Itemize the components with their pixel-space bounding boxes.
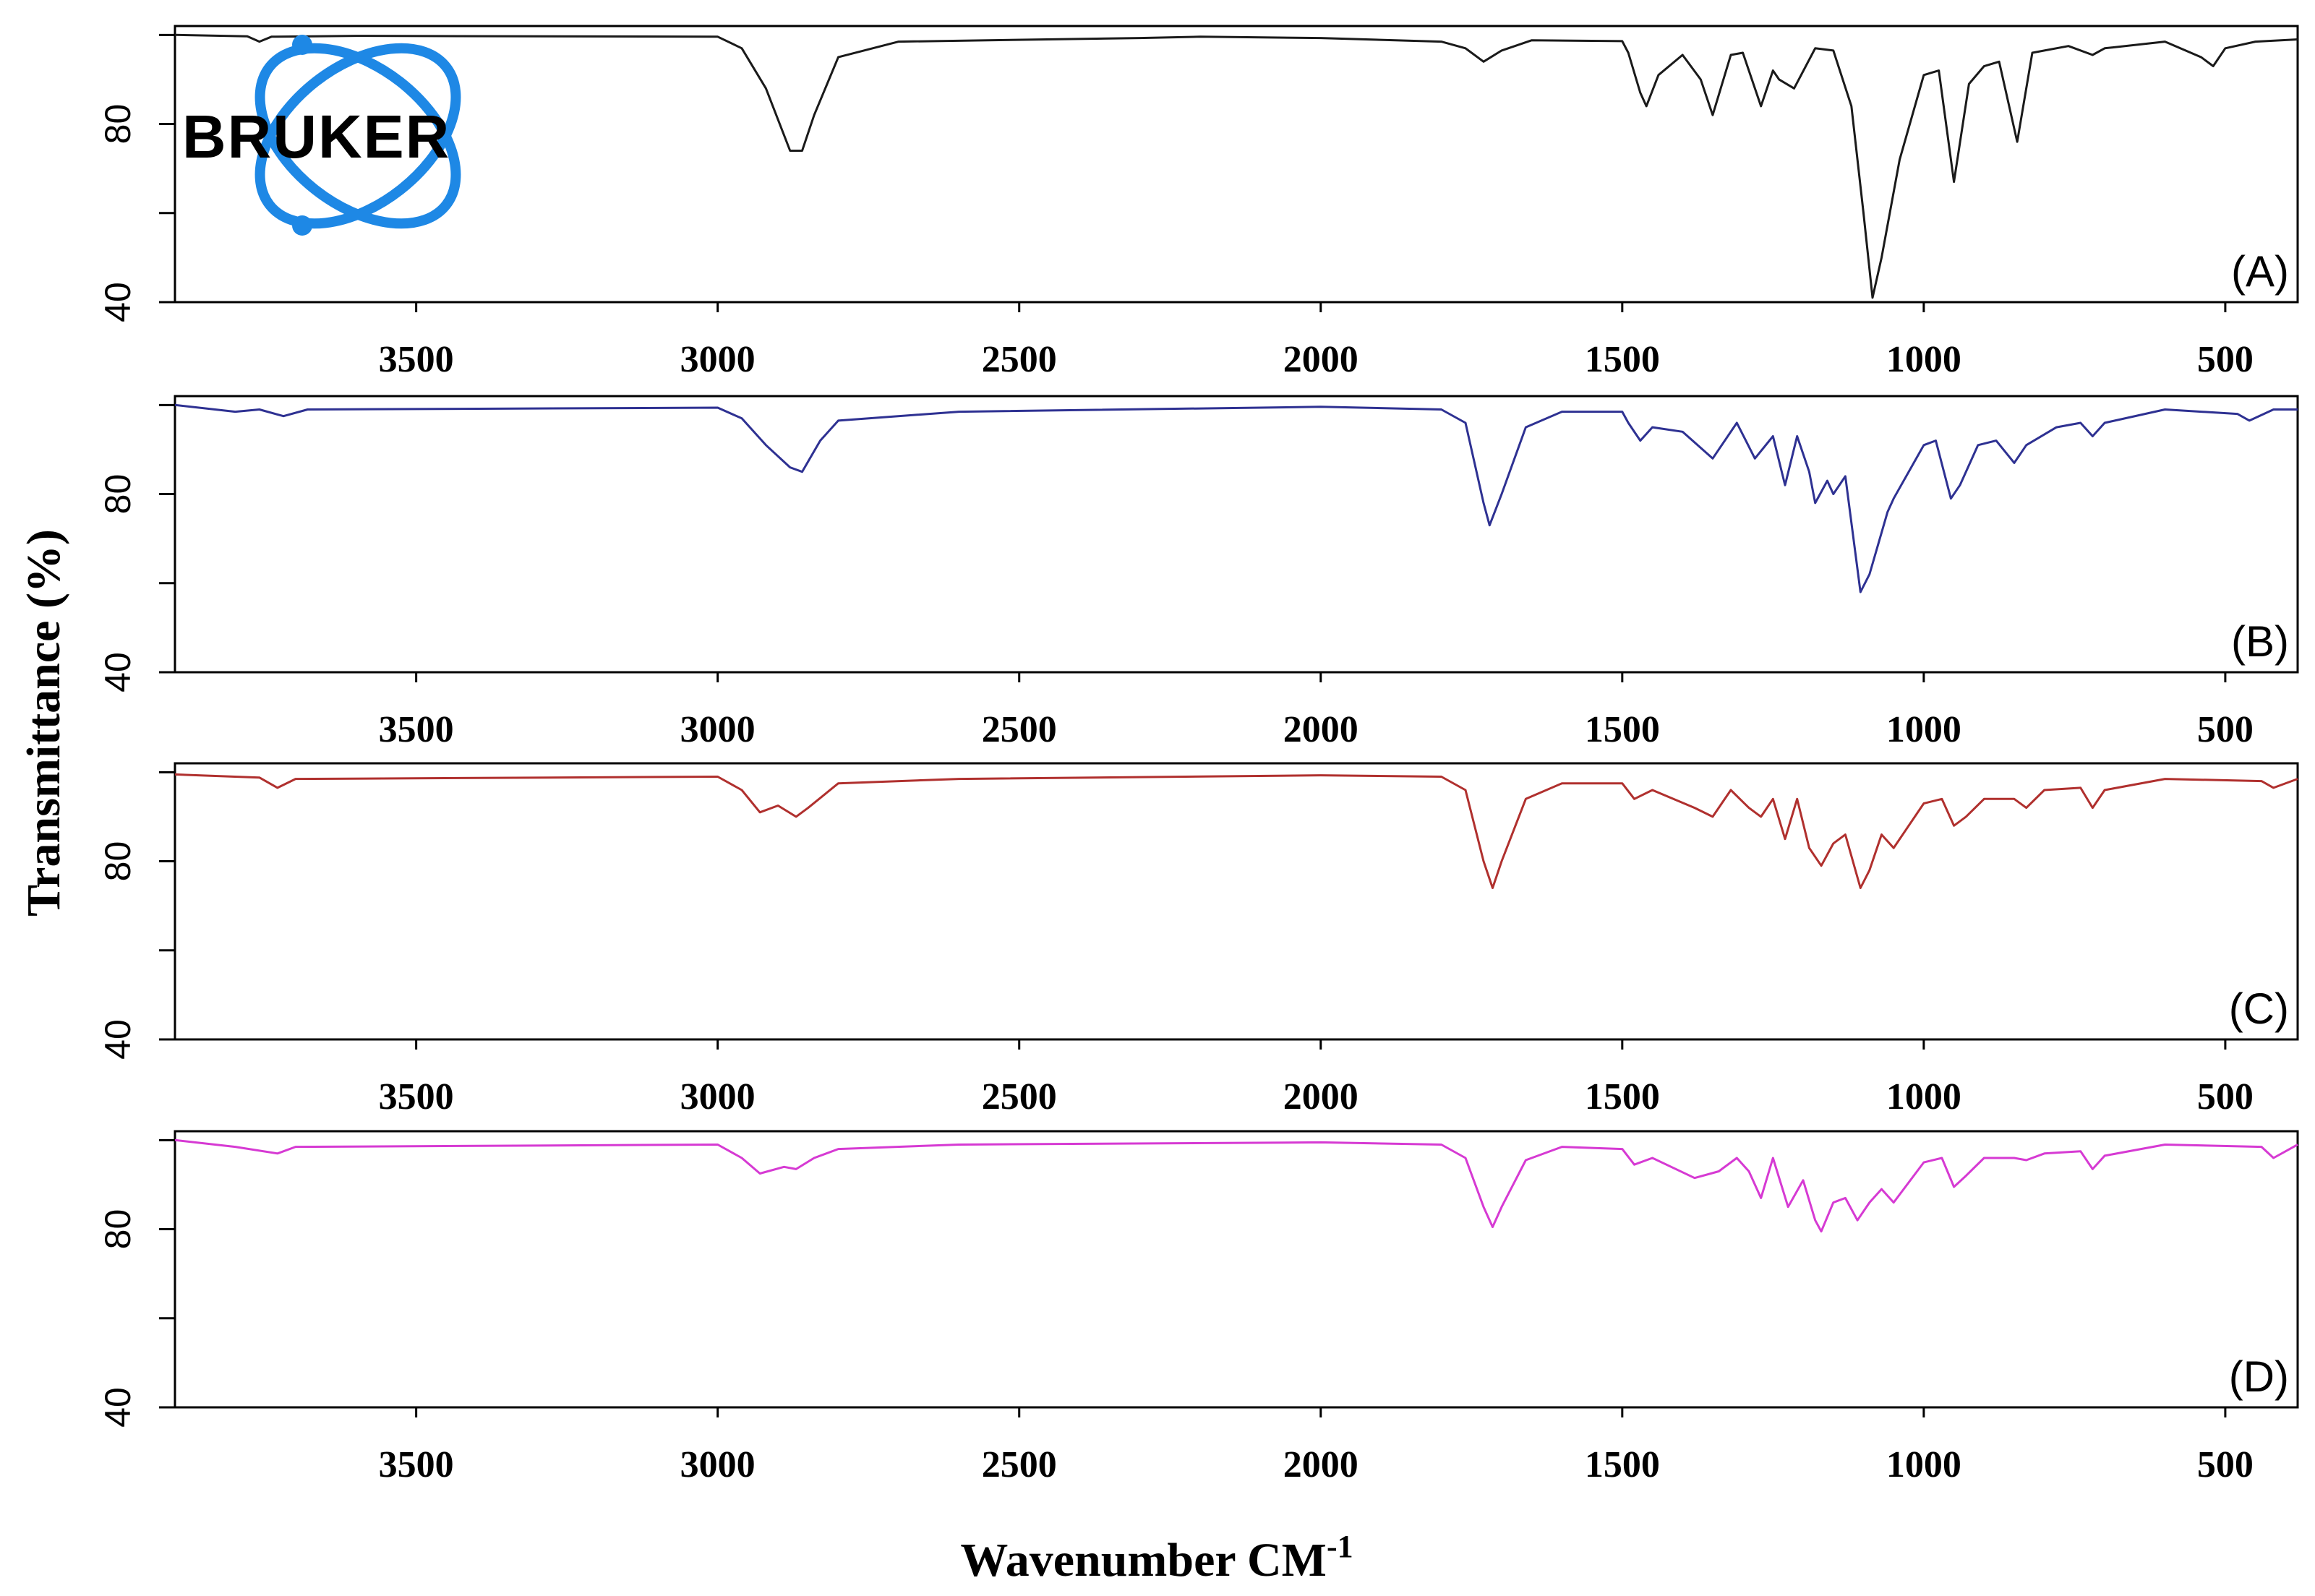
spectrum-line xyxy=(174,403,2298,593)
x-tick-label: 3500 xyxy=(379,339,454,380)
panel-label: (B) xyxy=(2231,617,2289,666)
x-tick-label: 3000 xyxy=(680,1076,756,1117)
x-tick-label: 1500 xyxy=(1585,709,1660,750)
x-tick-label: 500 xyxy=(2197,339,2254,380)
x-tick-label: 2500 xyxy=(982,1444,1057,1485)
y-tick-label: 80 xyxy=(98,1209,138,1250)
spectrum-panel: 40 80 3500 3000 2500 2000 1500 1000 500 (C) xyxy=(98,762,2299,1117)
spectrum-panel: 40 80 3500 3000 2500 2000 1500 1000 500 (B) xyxy=(98,395,2299,750)
panel-frame xyxy=(174,25,2299,304)
x-tick-label: 3000 xyxy=(680,339,756,380)
panel-label: (D) xyxy=(2229,1352,2289,1401)
y-tick-label: 80 xyxy=(98,841,138,882)
x-tick-label: 3000 xyxy=(680,1444,756,1485)
x-tick-label: 2000 xyxy=(1283,709,1358,750)
panel-label: (C) xyxy=(2229,984,2289,1033)
panel-frame xyxy=(174,762,2299,1041)
y-tick-label: 40 xyxy=(98,1019,138,1060)
x-tick-label: 2500 xyxy=(982,709,1057,750)
logo-dot-bottom xyxy=(292,215,312,236)
logo-orbit-right xyxy=(254,43,461,229)
spectrum-line xyxy=(174,773,2298,889)
x-tick-label: 1500 xyxy=(1585,1076,1660,1117)
bruker-logo: BRUKER xyxy=(182,35,461,236)
x-tick-label: 2000 xyxy=(1283,1444,1358,1485)
x-tick-label: 1500 xyxy=(1585,1444,1660,1485)
x-tick-label: 1000 xyxy=(1886,1076,1961,1117)
y-tick-label: 40 xyxy=(98,1387,138,1428)
x-tick-label: 500 xyxy=(2197,1444,2254,1485)
x-tick-label: 3500 xyxy=(379,709,454,750)
x-tick-label: 3500 xyxy=(379,1076,454,1117)
x-tick-label: 1500 xyxy=(1585,339,1660,380)
spectrum-line xyxy=(174,33,2298,299)
x-tick-label: 500 xyxy=(2197,1076,2254,1117)
x-tick-label: 2500 xyxy=(982,1076,1057,1117)
y-tick-label: 40 xyxy=(98,282,138,322)
panel-label: (A) xyxy=(2231,247,2289,296)
x-axis-title: Wavenumber CM-1 xyxy=(960,1529,1353,1587)
panel-frame xyxy=(174,1130,2299,1409)
x-axis-title-main: Wavenumber CM xyxy=(960,1534,1327,1587)
x-tick-label: 1000 xyxy=(1886,709,1961,750)
panel-frame xyxy=(174,395,2299,674)
x-tick-label: 3000 xyxy=(680,709,756,750)
x-tick-label: 2500 xyxy=(982,339,1057,380)
y-tick-label: 40 xyxy=(98,652,138,692)
y-tick-label: 80 xyxy=(98,474,138,515)
x-tick-label: 2000 xyxy=(1283,1076,1358,1117)
x-tick-label: 3500 xyxy=(379,1444,454,1485)
x-axis-title-superscript: -1 xyxy=(1327,1529,1353,1564)
y-axis-title: Transmittance (%) xyxy=(17,529,70,917)
y-tick-label: 80 xyxy=(98,104,138,145)
x-tick-label: 1000 xyxy=(1886,339,1961,380)
x-tick-label: 1000 xyxy=(1886,1444,1961,1485)
logo-text: BRUKER xyxy=(182,103,450,171)
spectrum-panel: 40 80 3500 3000 2500 2000 1500 1000 500 (A) xyxy=(98,25,2299,380)
logo-orbit-left xyxy=(254,43,461,229)
spectrum-panel: 40 80 3500 3000 2500 2000 1500 1000 500 (D) xyxy=(98,1130,2299,1485)
logo-dot-top xyxy=(292,35,312,55)
x-tick-label: 500 xyxy=(2197,709,2254,750)
spectrum-line xyxy=(174,1138,2298,1233)
x-tick-label: 2000 xyxy=(1283,339,1358,380)
